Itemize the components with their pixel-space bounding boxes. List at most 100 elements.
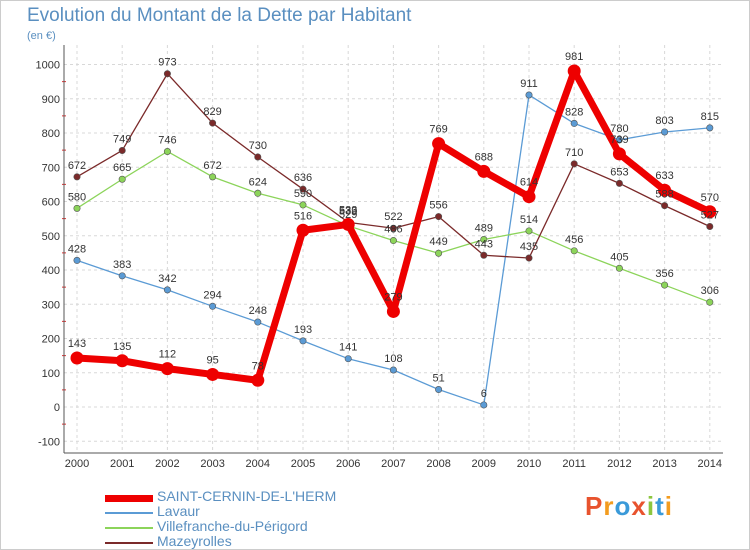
y-tick-label: 700 (42, 162, 60, 174)
x-tick-label: 2005 (291, 458, 315, 470)
data-label-mazeyrolles: 556 (429, 200, 447, 212)
data-label-villefranche-du-p-rigord: 590 (294, 188, 312, 200)
data-point-villefranche-du-p-rigord (299, 201, 307, 209)
axes: -100 0 100 200 300 400 500 600 700 800 900 1000 2000… (36, 45, 723, 470)
proxiti-logo: Proxiti (585, 491, 673, 522)
grid (64, 45, 723, 453)
y-tick-label: 0 (54, 402, 60, 414)
data-point-mazeyrolles (706, 223, 714, 231)
data-label-lavaur: 815 (701, 111, 719, 123)
data-label-mazeyrolles: 730 (249, 140, 267, 152)
data-point-mazeyrolles (615, 179, 623, 187)
x-tick-label: 2008 (426, 458, 450, 470)
data-label-saint-cernin-de-l-herm: 78 (252, 360, 264, 372)
data-point-saint-cernin-de-l-herm (206, 367, 220, 381)
data-label-villefranche-du-p-rigord: 489 (475, 223, 493, 235)
data-label-lavaur: 803 (655, 115, 673, 127)
data-label-lavaur: 342 (158, 273, 176, 285)
data-point-villefranche-du-p-rigord (480, 236, 488, 244)
x-tick-label: 2003 (200, 458, 224, 470)
logo-letter: i (664, 491, 673, 521)
data-label-lavaur: 780 (610, 123, 628, 135)
data-label-villefranche-du-p-rigord: 624 (249, 176, 267, 188)
x-tick-label: 2000 (65, 458, 89, 470)
data-label-lavaur: 51 (432, 373, 444, 385)
data-point-villefranche-du-p-rigord (615, 264, 623, 272)
legend-swatch (105, 494, 153, 502)
data-point-mazeyrolles (254, 153, 262, 161)
logo-letter: i (646, 491, 656, 521)
data-point-saint-cernin-de-l-herm (296, 223, 310, 237)
data-label-saint-cernin-de-l-herm: 135 (113, 341, 131, 353)
data-label-saint-cernin-de-l-herm: 981 (565, 51, 583, 63)
x-tick-label: 2014 (698, 458, 722, 470)
data-point-villefranche-du-p-rigord (209, 173, 217, 181)
data-point-mazeyrolles (118, 146, 126, 154)
data-point-mazeyrolles (570, 160, 578, 168)
data-label-saint-cernin-de-l-herm: 533 (339, 204, 357, 216)
data-label-saint-cernin-de-l-herm: 570 (701, 192, 719, 204)
data-label-villefranche-du-p-rigord: 449 (429, 236, 447, 248)
data-point-mazeyrolles (661, 202, 669, 210)
legend-label: SAINT-CERNIN-DE-L'HERM (157, 488, 337, 504)
y-tick-label: 100 (42, 368, 60, 380)
data-label-villefranche-du-p-rigord: 672 (203, 160, 221, 172)
data-point-villefranche-du-p-rigord (661, 281, 669, 289)
data-point-saint-cernin-de-l-herm (703, 205, 717, 219)
data-label-mazeyrolles: 829 (203, 106, 221, 118)
data-label-villefranche-du-p-rigord: 514 (520, 214, 538, 226)
data-point-villefranche-du-p-rigord (73, 204, 81, 212)
data-point-lavaur (209, 302, 217, 310)
data-point-lavaur (570, 119, 578, 127)
x-tick-label: 2009 (472, 458, 496, 470)
data-point-saint-cernin-de-l-herm (567, 64, 581, 78)
data-label-lavaur: 828 (565, 106, 583, 118)
x-tick-label: 2002 (155, 458, 179, 470)
y-tick-label: 200 (42, 334, 60, 346)
data-point-lavaur (163, 286, 171, 294)
y-tick-label: 300 (42, 299, 60, 311)
legend-label: Mazeyrolles (157, 533, 232, 549)
data-label-villefranche-du-p-rigord: 746 (158, 134, 176, 146)
data-label-mazeyrolles: 973 (158, 57, 176, 69)
legend-label: Villefranche-du-Périgord (157, 518, 308, 534)
data-point-villefranche-du-p-rigord (525, 227, 533, 235)
data-label-mazeyrolles: 522 (384, 211, 402, 223)
data-label-lavaur: 911 (520, 78, 538, 90)
data-label-mazeyrolles: 435 (520, 241, 538, 253)
logo-letter: P (585, 491, 604, 521)
legend-swatch (105, 527, 153, 529)
data-point-villefranche-du-p-rigord (254, 189, 262, 197)
data-point-mazeyrolles (209, 119, 217, 127)
data-label-villefranche-du-p-rigord: 580 (68, 191, 86, 203)
data-label-mazeyrolles: 653 (610, 166, 628, 178)
data-label-villefranche-du-p-rigord: 529 (339, 209, 357, 221)
data-point-saint-cernin-de-l-herm (432, 137, 446, 151)
logo-letter: t (655, 491, 665, 521)
data-point-mazeyrolles (480, 251, 488, 259)
data-label-saint-cernin-de-l-herm: 688 (475, 151, 493, 163)
y-tick-label: 400 (42, 265, 60, 277)
data-point-saint-cernin-de-l-herm (341, 217, 355, 231)
data-point-lavaur (480, 401, 488, 409)
data-label-lavaur: 383 (113, 259, 131, 271)
data-point-saint-cernin-de-l-herm (477, 164, 491, 178)
legend-swatch (105, 542, 153, 544)
data-label-mazeyrolles: 710 (565, 147, 583, 159)
data-point-saint-cernin-de-l-herm (251, 373, 265, 387)
data-label-saint-cernin-de-l-herm: 95 (206, 354, 218, 366)
logo-letter: o (614, 491, 632, 521)
data-point-villefranche-du-p-rigord (706, 298, 714, 306)
data-label-lavaur: 193 (294, 324, 312, 336)
data-point-saint-cernin-de-l-herm (658, 183, 672, 197)
data-point-lavaur (435, 386, 443, 394)
data-point-saint-cernin-de-l-herm (70, 351, 84, 365)
data-label-mazeyrolles: 749 (113, 133, 131, 145)
x-tick-label: 2013 (652, 458, 676, 470)
data-label-mazeyrolles: 588 (655, 189, 673, 201)
data-point-mazeyrolles (73, 173, 81, 181)
data-label-lavaur: 428 (68, 243, 86, 255)
data-point-villefranche-du-p-rigord (118, 175, 126, 183)
legend-label: Lavaur (157, 503, 200, 519)
